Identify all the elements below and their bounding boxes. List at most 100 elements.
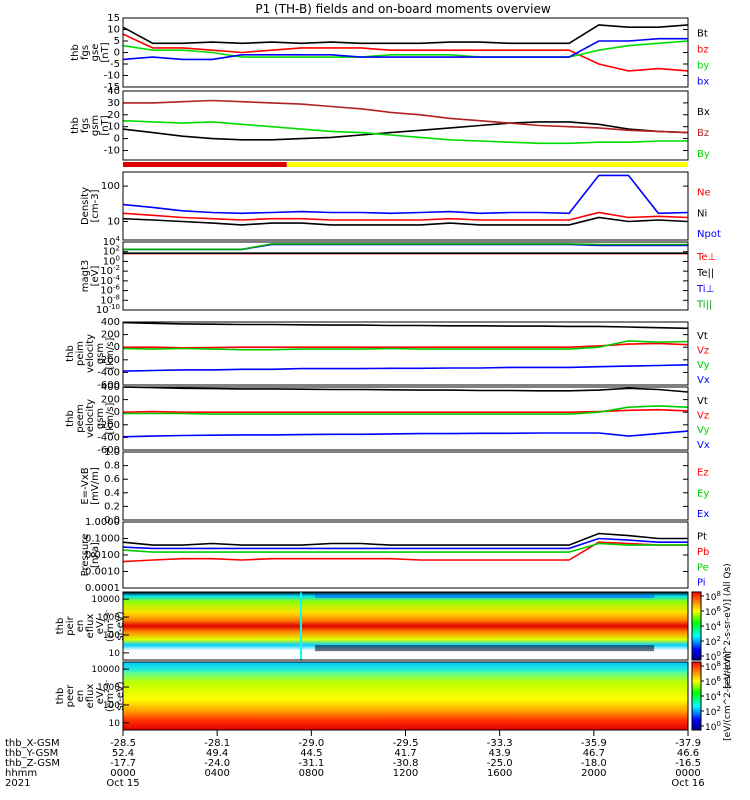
xaxis-value: 46.7 [583, 748, 605, 759]
ylabel-line: velocity [85, 399, 96, 438]
ylabel-line: [cm-3] [90, 189, 101, 222]
ylabel-line: thb [65, 410, 76, 427]
ytick-label: 10 [107, 122, 120, 133]
legend-entry: Vz [697, 346, 709, 357]
ytick-label: 200 [101, 395, 120, 406]
legend-entry: Bz [697, 128, 709, 139]
legend-entry: Bx [697, 107, 710, 118]
xaxis-value: 1600 [487, 768, 512, 779]
ylabel-pressure: Pressure [nPa] [80, 534, 101, 577]
panel-frame [122, 171, 689, 241]
ylabel-line: velocity [85, 334, 96, 373]
legend-entry: Te⊥ [696, 252, 716, 263]
ylabel-peir-eflux: thb peir en eflux eV/(cm2-s-sr-eV) [55, 609, 126, 642]
ylabel-line: eflux [85, 614, 96, 639]
ytick-label: -400 [97, 367, 120, 378]
xaxis-value: Oct 15 [106, 778, 139, 789]
legend-entry: Vx [697, 375, 710, 386]
colorbar-label: 106 [705, 675, 721, 688]
legend-entry: Ti⊥ [696, 284, 714, 295]
series-line-density-0 [122, 211, 689, 221]
series-line-peim-velocity-0 [122, 321, 689, 330]
ylabel-line: Density [80, 187, 91, 225]
colorbar-label: 100 [705, 720, 721, 733]
xaxis-value: -28.5 [110, 738, 136, 749]
colorbar-label: 102 [705, 705, 721, 718]
x-axis-layer: thb_X-GSM -28.5 -28.1 -29.0 -29.5 -33.3 -35.9 -… [5, 730, 705, 789]
legend-entry: Vx [697, 440, 710, 451]
xaxis-value: 2000 [581, 768, 606, 779]
xaxis-row-label: thb_X-GSM [5, 738, 60, 749]
xaxis-value: -17.7 [110, 758, 136, 769]
panel-frame [122, 591, 689, 661]
colorbar-label: 102 [705, 635, 721, 648]
panel-pressure: 1.0000 0.1000 0.0100 0.0010 0.0001 Pt Pb Pe Pi Pr… [80, 517, 709, 594]
ytick-label: 400 [101, 317, 120, 328]
panel-peir-eflux: 10000 1000 100 10 thb peir en eflux eV/(cm2-s-sr… [55, 591, 689, 661]
series-line-peim-velocity-2 [122, 340, 689, 351]
xaxis-value: Oct 16 [671, 778, 704, 789]
ytick-label: -15 [104, 82, 120, 93]
ytick-label: 15 [107, 13, 120, 24]
panel-frame [122, 17, 689, 88]
series-line-temperature-3 [123, 243, 688, 251]
ylabel-density: Density [cm-3] [80, 187, 101, 225]
ylabel-peer-eflux: thb peer en eflux eV/(cm2-s-sr-eV) [55, 679, 126, 712]
ylabel-fgs-gse: thb fgs gse [nT] [70, 42, 111, 62]
colorbar-title: [eV/(cm^2-s-sr-eV)] (All Qs) [723, 563, 733, 688]
xaxis-value: 43.9 [489, 748, 511, 759]
ylabel-line: [nT] [100, 42, 111, 62]
series-line-fgs-gsm-0 [122, 121, 689, 141]
xaxis-row-label: thb_Z-GSM [5, 758, 60, 769]
panel-frame [122, 241, 689, 311]
xaxis-value: 0800 [299, 768, 324, 779]
xaxis-value: 52.4 [112, 748, 134, 759]
ylabel-line: peem [75, 404, 86, 432]
ylabel-line: fgs [80, 118, 91, 133]
legend-entry: Vt [697, 331, 708, 342]
legend-entry: Bt [697, 28, 708, 39]
legend-entry: Ez [697, 468, 709, 479]
spectrogram-peer-eflux [123, 662, 688, 730]
ytick-label: 10 [107, 216, 120, 227]
ytick-label: -5 [110, 59, 120, 70]
series-line-peim-velocity-3 [122, 364, 689, 372]
xaxis-value: -31.1 [298, 758, 324, 769]
panel-peer-eflux: 10000 1000 100 10 thb peer en eflux eV/(cm2-s-sr… [55, 661, 689, 731]
colorbar-label: 106 [705, 605, 721, 618]
ytick-label: 0.1000 [85, 534, 120, 545]
ytick-label: 0.2 [104, 501, 120, 512]
ytick-label: 200 [101, 330, 120, 341]
ylabel-line: thb [65, 345, 76, 362]
panel-frame [122, 90, 689, 161]
ytick-label: 10000 [91, 595, 120, 605]
legend-entry: Vy [697, 360, 710, 371]
series-line-peem-velocity-1 [122, 408, 689, 413]
ylabel-line: magt3 [80, 260, 91, 293]
series-line-density-2 [122, 174, 689, 215]
ylabel-line: fgs [80, 45, 91, 60]
legend-entry: Vy [697, 425, 710, 436]
ylabel-line: gsm [95, 408, 106, 429]
xaxis-value: -29.0 [298, 738, 324, 749]
series-line-peem-velocity-0 [122, 386, 689, 393]
state-bar [123, 162, 688, 167]
series-line-fgs-gse-0 [122, 24, 689, 45]
ytick-label: -10 [104, 145, 120, 156]
ylabel-line: [eV] [90, 266, 101, 287]
ylabel-efield: E=-VxB [mV/m] [80, 467, 101, 505]
xaxis-value: -24.0 [204, 758, 230, 769]
xaxis-row-label: 2021 [5, 778, 30, 789]
ylabel-line: [km/s] [105, 337, 116, 369]
series-line-pressure-3 [122, 537, 688, 550]
legend-entry: Vz [697, 411, 709, 422]
spectrogram-dark-features [299, 592, 655, 660]
panel-frame [122, 521, 689, 589]
ylabel-line: en [75, 690, 86, 703]
ytick-label: -200 [97, 355, 120, 366]
high-energy-band [315, 594, 655, 599]
legend-entry: Npot [697, 229, 721, 240]
xaxis-value: 46.6 [677, 748, 699, 759]
